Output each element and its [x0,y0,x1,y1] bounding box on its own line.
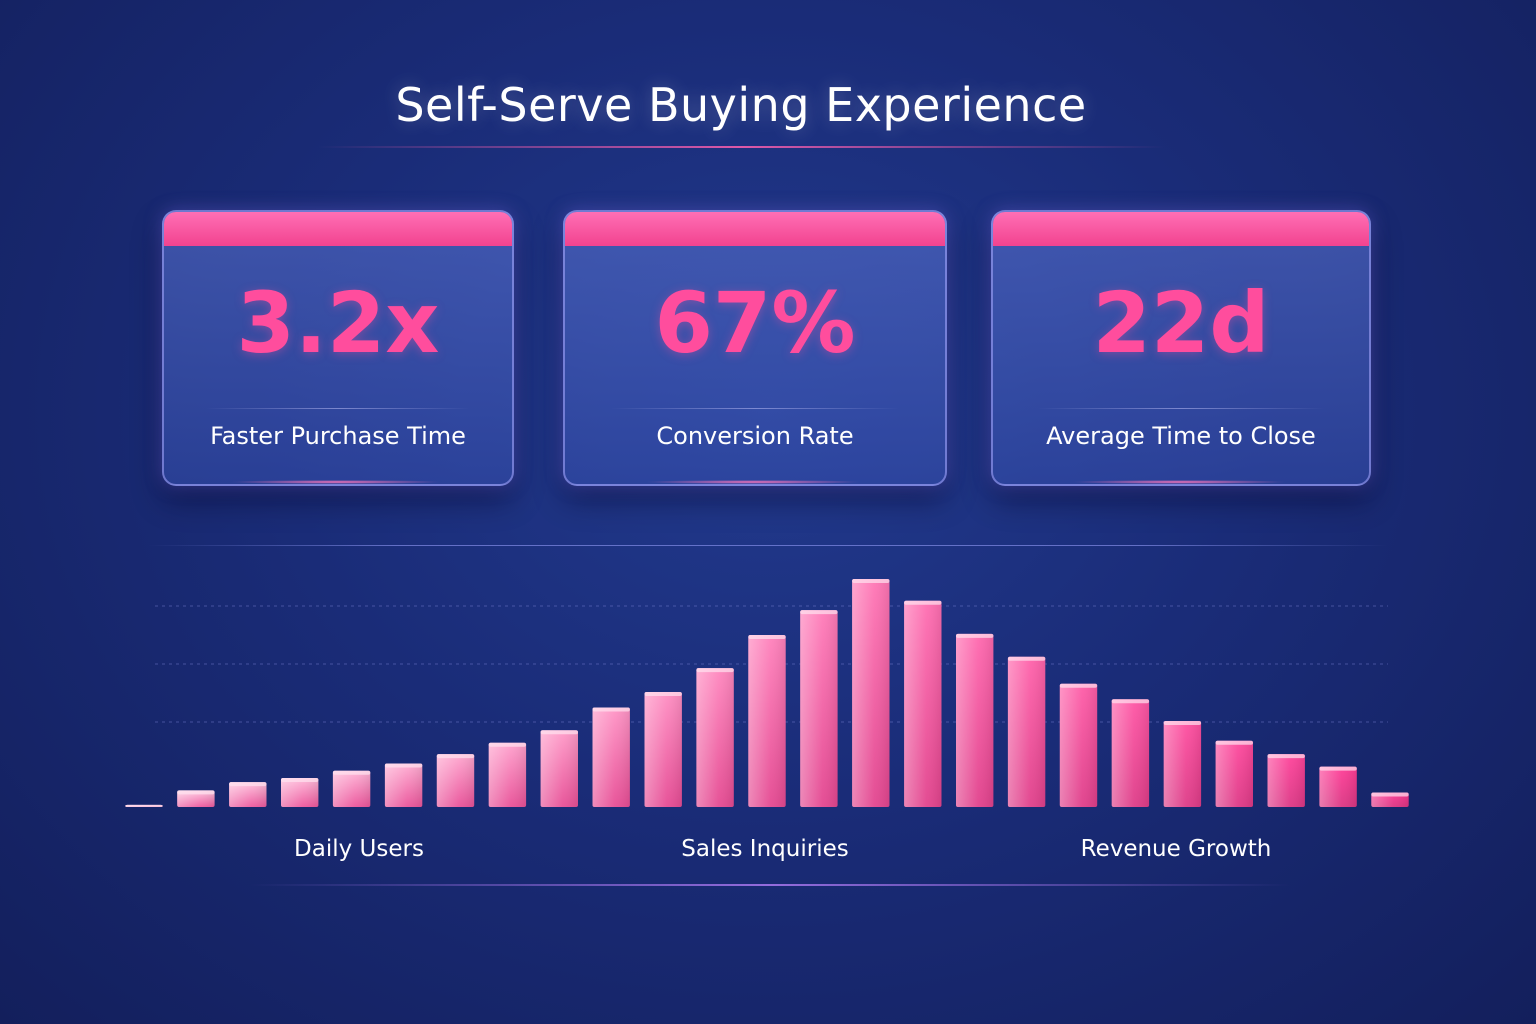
bar-highlight-10 [592,707,630,807]
card-divider [205,408,471,409]
bar-cap-6 [384,763,423,768]
bar-highlight-13 [748,635,786,807]
bar-highlight-23 [1267,754,1305,807]
bar-cap-23 [1267,754,1305,759]
bar-highlight-21 [1163,721,1202,807]
bar-cap-9 [540,730,578,735]
category-label-daily-users: Daily Users [294,836,424,862]
card-header-band [164,212,512,246]
bar-cap-21 [1163,721,1202,725]
section-divider [148,545,1388,546]
bar-highlight-20 [1111,699,1150,807]
page-title: Self-Serve Buying Experience [395,78,1087,132]
category-label-sales-inquiries: Sales Inquiries [681,836,849,862]
bar-highlight-18 [1007,656,1046,807]
category-label-revenue-growth: Revenue Growth [1080,836,1272,862]
bar-highlight-5 [332,770,371,807]
bottom-divider [250,884,1290,886]
bar-cap-1 [125,804,163,807]
title-underline [318,146,1166,148]
bar-cap-7 [436,754,475,759]
metric-value: 3.2x [236,274,440,372]
bar-cap-17 [956,633,994,638]
bar-highlight-22 [1215,740,1253,807]
bar-cap-19 [1059,683,1098,688]
bar-cap-4 [281,778,319,782]
bar-highlight-7 [436,754,475,807]
metric-value: 22d [1092,274,1270,372]
bar-highlight-17 [956,633,994,807]
card-divider [1038,408,1324,409]
metric-value: 67% [654,274,856,372]
metric-card-conversion-rate: 67% Conversion Rate [563,210,947,486]
metric-card-time-to-close: 22d Average Time to Close [991,210,1371,486]
bar-highlight-2 [177,790,215,807]
bar-cap-25 [1371,792,1409,797]
metric-label: Faster Purchase Time [210,422,466,450]
bar-highlight-24 [1319,766,1357,807]
bar-cap-11 [644,692,682,696]
metric-label: Average Time to Close [1046,422,1316,450]
bar-cap-8 [488,742,527,747]
bar-highlight-11 [644,692,682,807]
bar-cap-14 [800,610,838,615]
bar-highlight-14 [800,610,838,807]
bar-cap-24 [1319,766,1357,771]
card-glow [645,480,861,484]
card-glow [230,480,442,484]
bar-cap-20 [1111,699,1150,704]
metric-card-faster-purchase: 3.2x Faster Purchase Time [162,210,514,486]
bar-cap-13 [748,635,786,639]
bar-highlight-16 [904,600,942,807]
bar-highlight-9 [540,730,578,807]
card-header-band [993,212,1369,246]
bar-cap-3 [229,782,267,787]
bar-cap-18 [1007,656,1046,661]
bar-cap-10 [592,707,630,712]
bar-highlight-15 [852,579,890,807]
metric-label: Conversion Rate [656,422,854,450]
bar-highlight-4 [281,778,319,807]
bar-highlight-8 [488,742,527,807]
bar-cap-16 [904,600,942,605]
card-glow [1071,480,1287,484]
bar-highlight-6 [384,763,423,807]
bar-highlight-19 [1059,683,1098,807]
bar-cap-22 [1215,740,1253,745]
bar-highlight-12 [696,668,734,807]
bar-cap-5 [332,770,371,775]
bar-cap-15 [852,579,890,583]
bar-highlight-3 [229,782,267,807]
bar-cap-12 [696,668,734,673]
bar-cap-2 [177,790,215,795]
card-divider [610,408,900,409]
card-header-band [565,212,945,246]
